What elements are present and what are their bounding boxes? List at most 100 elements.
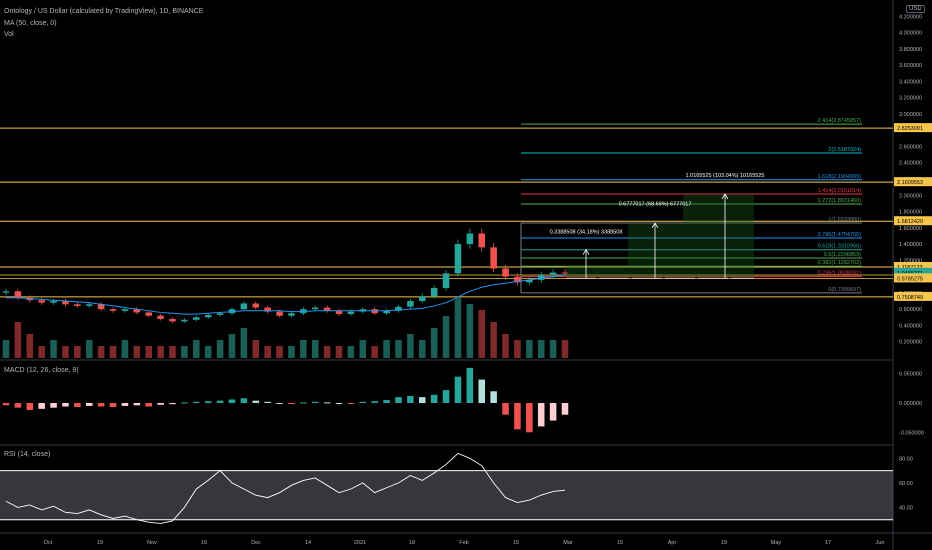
macd-histogram-bar — [561, 403, 569, 415]
macd-histogram-bar — [193, 401, 200, 403]
candle-body — [181, 319, 188, 322]
candle-body — [311, 307, 319, 310]
candle-body — [193, 317, 200, 320]
price-tick-label: 4.000000 — [899, 31, 922, 37]
macd-histogram-bar — [157, 403, 164, 405]
price-tick-label: 1.200000 — [899, 258, 922, 264]
price-tick-label: 3.000000 — [899, 112, 922, 118]
volume-bar — [526, 340, 533, 358]
candle-body — [109, 309, 117, 311]
fib-level-label: 1(1.6593880) — [828, 217, 861, 223]
macd-histogram-bar — [74, 403, 81, 408]
projection-arrowhead — [721, 193, 729, 200]
volume-bar — [181, 346, 188, 358]
volume-bar — [121, 340, 129, 358]
volume-bar — [216, 340, 224, 358]
candle-body — [133, 309, 141, 313]
volume-bar — [62, 346, 69, 358]
price-label-box — [894, 216, 932, 226]
macd-histogram-bar — [169, 403, 176, 405]
drawing-overlay[interactable]: 0.3388508 (34.18%) 3388508 0.6777017 (68.… — [550, 173, 765, 279]
time-tick-label: 15 — [617, 540, 623, 546]
time-tick-label: 2021 — [354, 540, 366, 546]
rsi-tick-label: 40.00 — [899, 505, 913, 511]
candle-body — [490, 247, 497, 269]
macd-histogram-bar — [26, 403, 34, 411]
price-tick-label: 2.000000 — [899, 193, 922, 199]
candle-body — [442, 273, 450, 289]
macd-pane[interactable] — [2, 367, 569, 433]
volume-bar — [26, 334, 34, 358]
rsi-legend[interactable]: RSI (14, close) — [4, 451, 51, 458]
candle-body — [383, 310, 390, 314]
volume-bar — [145, 346, 152, 358]
volume-bar — [561, 340, 569, 358]
fib-level-label: 1.272(1.8931460) — [818, 198, 862, 204]
macd-histogram-bar — [228, 399, 236, 403]
price-tick-label: 3.800000 — [899, 47, 922, 53]
fib-level-label: 0(0.7999837) — [828, 287, 861, 293]
volume-bar — [407, 334, 414, 358]
time-tick-label: Mar — [563, 540, 573, 546]
price-tick-label: 3.600000 — [899, 63, 922, 69]
candle-body — [419, 296, 426, 302]
rsi-tick-label: 60.00 — [899, 481, 913, 487]
macd-histogram-bar — [490, 391, 497, 403]
candle-body — [2, 291, 10, 293]
symbol-title[interactable]: Ontology / US Dollar (calculated by Trad… — [4, 8, 204, 15]
volume-bar — [311, 340, 319, 358]
macd-histogram-bar — [252, 400, 260, 403]
volume-bar — [454, 298, 462, 358]
time-tick-label: Jun — [876, 540, 885, 546]
price-label-box — [894, 261, 932, 271]
volume-bar — [252, 340, 260, 358]
macd-histogram-bar — [2, 403, 10, 406]
fib-level-label: 0.618(1.3310956) — [818, 244, 862, 250]
macd-histogram-bar — [85, 403, 93, 406]
fib-level-label: 1.618(2.1904999) — [818, 174, 862, 180]
projection-box — [628, 222, 683, 279]
macd-histogram-bar — [264, 401, 271, 403]
volume-bar — [490, 322, 497, 358]
candle-body — [502, 268, 509, 277]
volume-bar — [300, 340, 307, 358]
vol-legend[interactable]: Vol — [4, 31, 14, 38]
macd-histogram-bar — [502, 403, 509, 415]
volume-bar — [85, 340, 93, 358]
macd-histogram-bar — [407, 395, 414, 403]
macd-histogram-bar — [38, 403, 45, 409]
candle-body — [395, 306, 402, 311]
macd-histogram-bar — [430, 394, 438, 403]
macd-histogram-bar — [478, 379, 486, 403]
macd-histogram-bar — [121, 403, 129, 406]
macd-tick-label: 0.050000 — [899, 372, 922, 378]
volume-pane — [2, 298, 569, 358]
volume-bar — [502, 334, 509, 358]
macd-histogram-bar — [181, 402, 188, 404]
macd-histogram-bar — [50, 403, 57, 408]
macd-tick-label: -0.050000 — [899, 430, 924, 436]
time-axis[interactable]: Oct 19 Nov 16 Dec 14 2021 18 Feb 15 Mar 15 Apr 19 May 1… — [44, 540, 885, 546]
volume-bar — [419, 340, 426, 358]
currency-badge[interactable]: USD — [906, 5, 925, 13]
volume-bar — [14, 322, 22, 358]
candle-body — [264, 307, 271, 312]
time-tick-label: Apr — [668, 540, 677, 546]
candle-body — [145, 312, 152, 316]
volume-bar — [50, 340, 57, 358]
price-tick-label: 1.800000 — [899, 210, 922, 216]
volume-bar — [442, 316, 450, 358]
volume-bar — [157, 346, 164, 358]
candle-body — [347, 311, 355, 315]
price-label-box — [894, 123, 932, 133]
ma-legend[interactable]: MA (50, close, 0) — [4, 20, 57, 27]
price-axis[interactable]: 4.200000 4.000000 3.800000 3.600000 3.400000… — [894, 14, 932, 511]
rsi-pane[interactable] — [0, 452, 893, 524]
macd-legend[interactable]: MACD (12, 26, close, 9) — [4, 367, 79, 374]
candle-body — [169, 318, 176, 322]
fib-level-label: 2(2.5187924) — [828, 147, 861, 153]
volume-bar — [228, 334, 236, 358]
time-tick-label: Oct — [44, 540, 53, 546]
fib-level-label: 0.236(1.0028031) — [818, 270, 862, 276]
